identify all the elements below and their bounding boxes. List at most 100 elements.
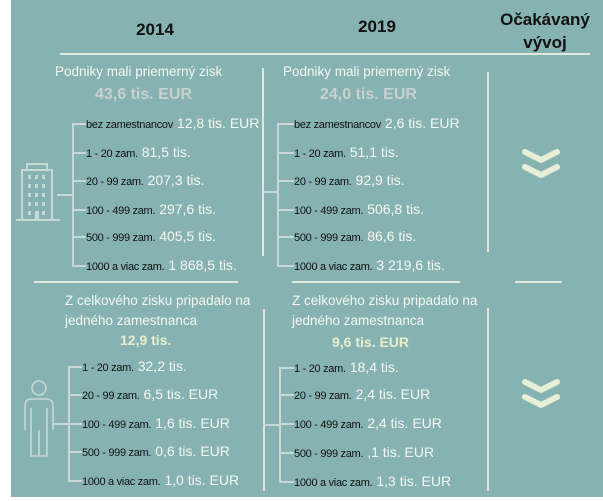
tree-branch <box>72 152 86 154</box>
tree-connector <box>263 424 280 426</box>
size-class-label: bez zamestnancov <box>294 119 381 131</box>
size-class-label: 500 - 999 zam. <box>82 447 152 459</box>
list-item: bez zamestnancov 2,6 tis. EUR <box>294 114 460 132</box>
list-item: 1000 a viac zam. 1 868,5 tis. <box>86 256 237 274</box>
per-employee-title-2014: Z celkového zisku pripadalo na jedného z… <box>65 291 250 331</box>
size-class-label: bez zamestnancov <box>86 119 173 131</box>
size-class-label: 100 - 499 zam. <box>86 205 156 217</box>
infographic-background <box>11 0 603 497</box>
per-employee-total-2014: 12,9 tis. <box>120 332 172 348</box>
value: 2,6 tis. EUR <box>384 115 460 131</box>
tree-branch <box>277 236 294 238</box>
value: 6,5 tis. EUR <box>143 386 219 402</box>
title-line1: Z celkového zisku pripadalo na <box>292 293 478 308</box>
list-item: 20 - 99 zam. 92,9 tis. <box>294 171 405 189</box>
tree-branch <box>68 423 82 425</box>
tree-branch <box>279 367 294 369</box>
list-item: 500 - 999 zam. ,1 tis. EUR <box>294 443 434 461</box>
size-class-label: 100 - 499 zam. <box>294 419 364 431</box>
value: 1 868,5 tis. <box>168 257 237 273</box>
tree-connector <box>263 191 278 193</box>
list-item: bez zamestnancov 12,8 tis. EUR <box>86 114 259 132</box>
title-line2: jedného zamestnanca <box>65 313 198 328</box>
tree-branch <box>277 180 294 182</box>
size-class-label: 1000 a viac zam. <box>294 261 373 273</box>
value: 1,6 tis. EUR <box>155 415 230 431</box>
list-item: 1 - 20 zam. 81,5 tis. <box>86 143 191 161</box>
section-divider <box>34 281 238 283</box>
list-item: 1 - 20 zam. 18,4 tis. <box>294 358 399 376</box>
value: 86,6 tis. <box>367 228 417 244</box>
tree-branch <box>279 481 294 483</box>
tree-trunk <box>72 123 74 265</box>
tree-branch <box>68 451 82 453</box>
value: 81,5 tis. <box>141 144 191 160</box>
value: ,1 tis. EUR <box>367 444 435 460</box>
section-divider <box>515 281 562 283</box>
size-class-label: 1000 a viac zam. <box>294 477 373 489</box>
tree-branch <box>277 209 294 211</box>
profit-title-2014: Podniky mali priemerný zisk <box>55 64 223 79</box>
tree-branch <box>72 265 86 267</box>
list-item: 100 - 499 zam. 506,8 tis. <box>294 200 424 218</box>
tree-branch <box>68 480 82 482</box>
value: 1,3 tis. EUR <box>376 473 452 489</box>
size-class-label: 1000 a viac zam. <box>82 476 161 488</box>
list-item: 500 - 999 zam. 86,6 tis. <box>294 227 416 245</box>
profit-title-2019: Podniky mali priemerný zisk <box>283 64 451 79</box>
value: 18,4 tis. <box>349 359 399 375</box>
value: 2,4 tis. EUR <box>355 386 431 402</box>
tree-trunk <box>277 124 279 265</box>
value: 405,5 tis. <box>159 228 217 244</box>
tree-branch <box>279 394 294 396</box>
tree-connector <box>52 423 68 425</box>
tree-branch <box>72 209 86 211</box>
tree-branch <box>68 366 82 368</box>
per-employee-title-2019: Z celkového zisku pripadalo na jedného z… <box>292 291 477 331</box>
size-class-label: 1000 a viac zam. <box>86 261 165 273</box>
column-divider <box>263 309 265 491</box>
building-icon <box>16 163 60 221</box>
title-line2: jedného zamestnanca <box>292 313 425 328</box>
size-class-label: 100 - 499 zam. <box>82 419 152 431</box>
value: 51,1 tis. <box>349 144 399 160</box>
size-class-label: 20 - 99 zam. <box>294 390 352 402</box>
tree-branch <box>68 394 82 396</box>
header-2014: 2014 <box>136 20 174 39</box>
per-employee-total-2019: 9,6 tis. EUR <box>332 334 410 350</box>
tree-branch <box>72 180 86 182</box>
value: 32,2 tis. <box>137 358 187 374</box>
size-class-label: 1 - 20 zam. <box>82 362 134 374</box>
value: 92,9 tis. <box>355 172 405 188</box>
title-line1: Z celkového zisku pripadalo na <box>65 293 251 308</box>
list-item: 1000 a viac zam. 1,0 tis. EUR <box>82 471 239 489</box>
list-item: 20 - 99 zam. 6,5 tis. EUR <box>82 385 218 403</box>
list-item: 500 - 999 zam. 0,6 tis. EUR <box>82 442 230 460</box>
header-outlook: Očakávaný vývoj <box>490 8 600 54</box>
size-class-label: 500 - 999 zam. <box>86 232 156 244</box>
section-divider <box>292 281 460 283</box>
tree-connector <box>57 194 72 196</box>
size-class-label: 500 - 999 zam. <box>294 232 364 244</box>
list-item: 1 - 20 zam. 51,1 tis. <box>294 143 399 161</box>
tree-branch <box>72 236 86 238</box>
profit-total-2014: 43,6 tis. EUR <box>95 86 192 103</box>
value: 12,8 tis. EUR <box>176 115 260 131</box>
size-class-label: 20 - 99 zam. <box>86 176 144 188</box>
tree-branch <box>72 123 86 125</box>
profit-total-2019: 24,0 tis. EUR <box>320 86 417 103</box>
size-class-label: 500 - 999 zam. <box>294 448 364 460</box>
size-class-label: 1 - 20 zam. <box>294 363 346 375</box>
double-chevron-down-icon <box>522 379 560 408</box>
column-divider <box>487 308 489 491</box>
list-item: 100 - 499 zam. 1,6 tis. EUR <box>82 414 230 432</box>
value: 297,6 tis. <box>159 201 217 217</box>
list-item: 1000 a viac zam. 1,3 tis. EUR <box>294 472 451 490</box>
value: 207,3 tis. <box>147 172 205 188</box>
column-divider <box>262 68 264 256</box>
tree-branch <box>277 265 294 267</box>
value: 2,4 tis. EUR <box>367 415 442 431</box>
header-divider <box>60 53 590 55</box>
tree-branch <box>279 423 294 425</box>
size-class-label: 100 - 499 zam. <box>294 205 364 217</box>
